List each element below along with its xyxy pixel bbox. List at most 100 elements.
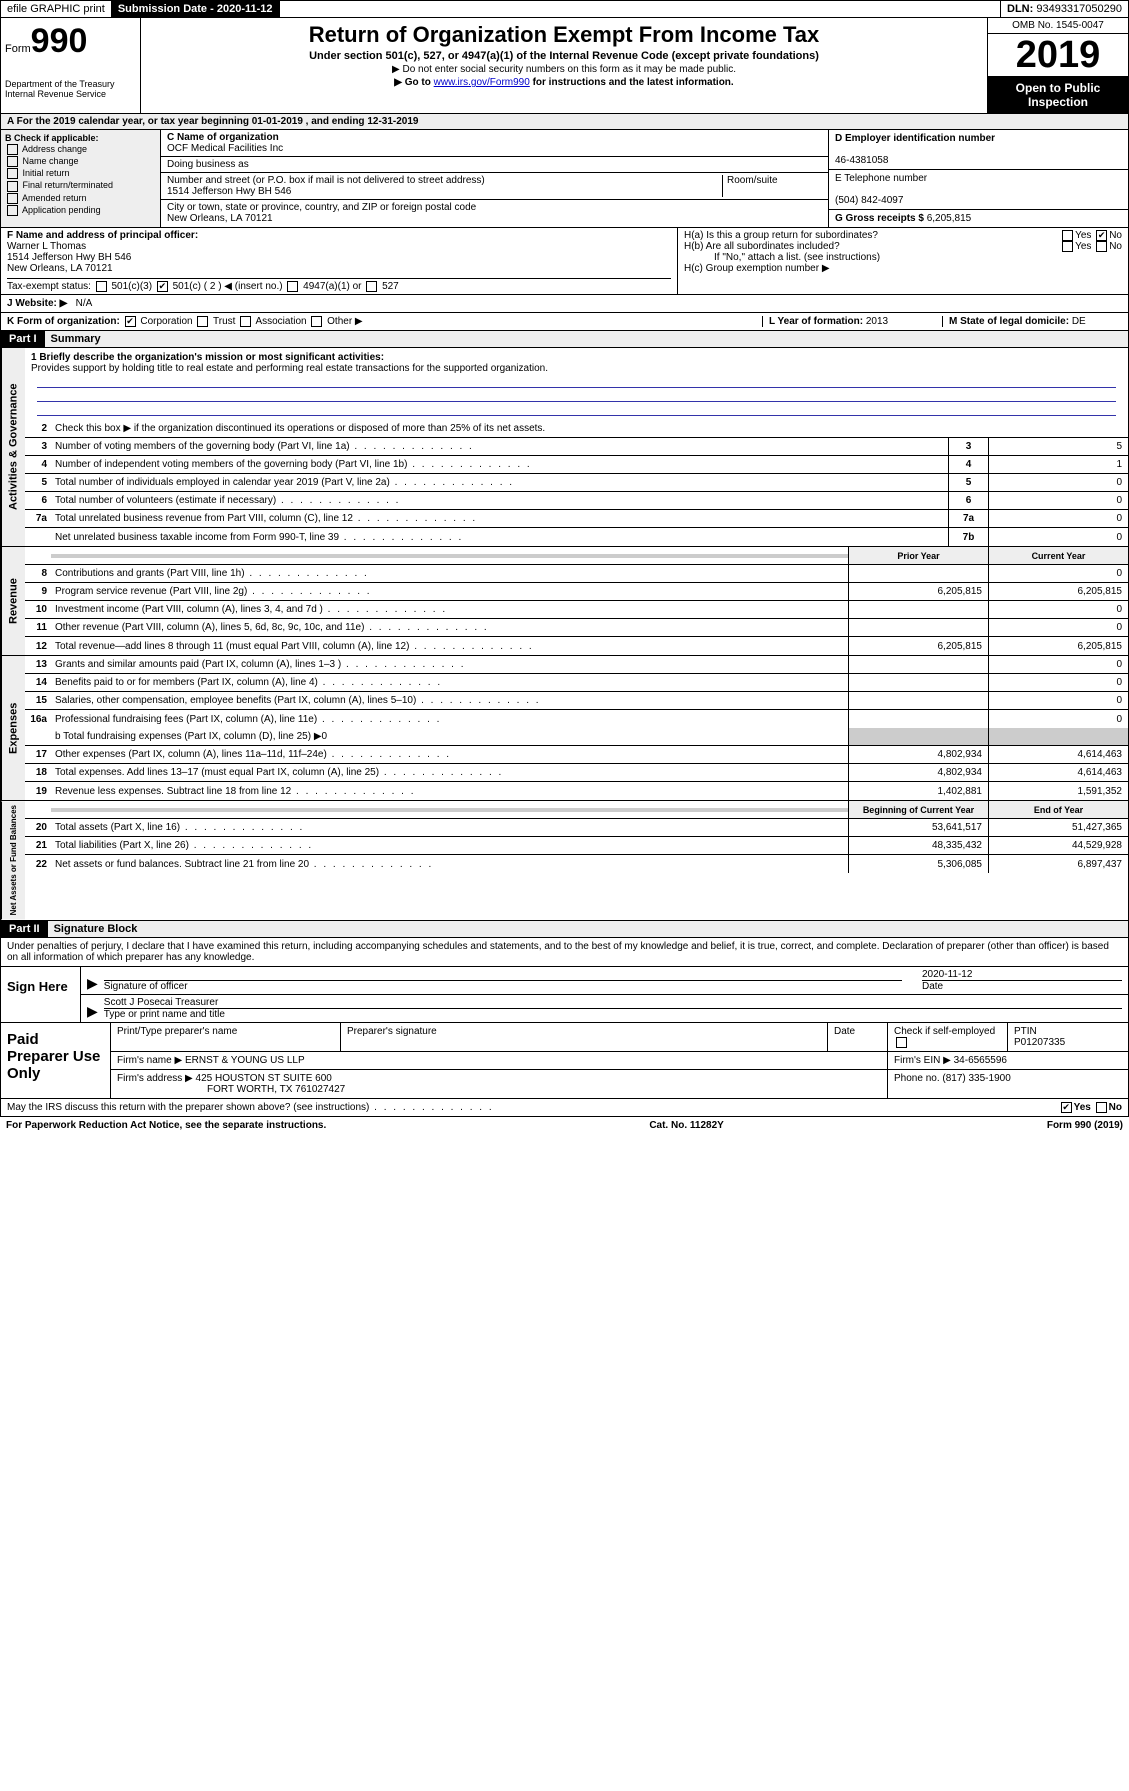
table-row: 6Total number of volunteers (estimate if… <box>25 492 1128 510</box>
table-row: 20Total assets (Part X, line 16)53,641,5… <box>25 819 1128 837</box>
chk-discuss-no[interactable] <box>1096 1102 1107 1113</box>
line-16b: b Total fundraising expenses (Part IX, c… <box>25 728 1128 746</box>
form-note-2: ▶ Go to www.irs.gov/Form990 for instruct… <box>149 77 979 88</box>
table-row: 15Salaries, other compensation, employee… <box>25 692 1128 710</box>
form-subtitle: Under section 501(c), 527, or 4947(a)(1)… <box>149 50 979 62</box>
prep-row-2: Firm's name ▶ ERNST & YOUNG US LLP Firm'… <box>111 1052 1128 1070</box>
efile-label: efile GRAPHIC print <box>1 1 112 17</box>
sig-officer-row: ▶ Signature of officer 2020-11-12 Date <box>81 967 1128 995</box>
vlabel-revenue: Revenue <box>1 547 25 655</box>
box-h: H(a) Is this a group return for subordin… <box>678 228 1128 294</box>
chk-trust[interactable] <box>197 316 208 327</box>
box-e: E Telephone number (504) 842-4097 <box>829 170 1128 210</box>
hb-note: If "No," attach a list. (see instruction… <box>684 252 1122 263</box>
submission-date-button[interactable]: Submission Date - 2020-11-12 <box>112 1 280 17</box>
row-a-tax-year: A For the 2019 calendar year, or tax yea… <box>0 114 1129 130</box>
box-b: B Check if applicable: Address change Na… <box>1 130 161 227</box>
row-klm: K Form of organization: ✔ Corporation Tr… <box>0 313 1129 331</box>
revenue-block: Revenue Prior Year Current Year 8Contrib… <box>0 547 1129 656</box>
table-row: 8Contributions and grants (Part VIII, li… <box>25 565 1128 583</box>
form-number-cell: Form990 Department of the Treasury Inter… <box>1 18 141 113</box>
chk-ha-no[interactable]: ✔ <box>1096 230 1107 241</box>
activities-block: Activities & Governance 1 Briefly descri… <box>0 348 1129 547</box>
chk-hb-yes[interactable] <box>1062 241 1073 252</box>
table-row: 21Total liabilities (Part X, line 26)48,… <box>25 837 1128 855</box>
form-title: Return of Organization Exempt From Incom… <box>149 22 979 48</box>
rev-header: Prior Year Current Year <box>25 547 1128 565</box>
table-row: 11Other revenue (Part VIII, column (A), … <box>25 619 1128 637</box>
chk-ha-yes[interactable] <box>1062 230 1073 241</box>
arrow-icon: ▶ <box>87 1003 98 1020</box>
box-g: G Gross receipts $ 6,205,815 <box>829 210 1128 227</box>
table-row: 22Net assets or fund balances. Subtract … <box>25 855 1128 873</box>
chk-4947[interactable] <box>287 281 298 292</box>
city-row: City or town, state or province, country… <box>161 200 828 226</box>
vlabel-netassets: Net Assets or Fund Balances <box>1 801 25 919</box>
vlabel-activities: Activities & Governance <box>1 348 25 546</box>
part-i-header: Part I Summary <box>0 331 1129 348</box>
chk-527[interactable] <box>366 281 377 292</box>
chk-initial-return[interactable]: Initial return <box>5 168 156 179</box>
header-right: OMB No. 1545-0047 2019 Open to Public In… <box>988 18 1128 113</box>
chk-hb-no[interactable] <box>1096 241 1107 252</box>
na-header: Beginning of Current Year End of Year <box>25 801 1128 819</box>
chk-final-return[interactable]: Final return/terminated <box>5 180 156 191</box>
chk-corp[interactable]: ✔ <box>125 316 136 327</box>
box-f: F Name and address of principal officer:… <box>1 228 678 294</box>
table-row: 4Number of independent voting members of… <box>25 456 1128 474</box>
omb-number: OMB No. 1545-0047 <box>988 18 1128 34</box>
irs-link[interactable]: www.irs.gov/Form990 <box>434 77 530 88</box>
row-k: K Form of organization: ✔ Corporation Tr… <box>7 316 762 327</box>
chk-assoc[interactable] <box>240 316 251 327</box>
chk-501c3[interactable] <box>96 281 107 292</box>
row-l: L Year of formation: 2013 <box>762 316 942 327</box>
open-public-badge: Open to Public Inspection <box>988 77 1128 113</box>
table-row: 19Revenue less expenses. Subtract line 1… <box>25 782 1128 800</box>
section-fh: F Name and address of principal officer:… <box>0 227 1129 295</box>
row-j: J Website: ▶ N/A <box>0 295 1129 313</box>
table-row: 16aProfessional fundraising fees (Part I… <box>25 710 1128 728</box>
box-d: D Employer identification number 46-4381… <box>829 130 1128 170</box>
table-row: 14Benefits paid to or for members (Part … <box>25 674 1128 692</box>
section-bcdeg: B Check if applicable: Address change Na… <box>0 130 1129 227</box>
box-c: C Name of organization OCF Medical Facil… <box>161 130 828 227</box>
tax-year: 2019 <box>988 34 1128 77</box>
table-row: 5Total number of individuals employed in… <box>25 474 1128 492</box>
form-header: Form990 Department of the Treasury Inter… <box>0 18 1129 114</box>
prep-row-3: Firm's address ▶ 425 HOUSTON ST SUITE 60… <box>111 1070 1128 1098</box>
table-row: 7aTotal unrelated business revenue from … <box>25 510 1128 528</box>
dba-row: Doing business as <box>161 157 828 173</box>
line-2: 2 Check this box ▶ if the organization d… <box>25 420 1128 438</box>
chk-501c[interactable]: ✔ <box>157 281 168 292</box>
header-center: Return of Organization Exempt From Incom… <box>141 18 988 113</box>
room-suite: Room/suite <box>722 175 822 197</box>
table-row: 13Grants and similar amounts paid (Part … <box>25 656 1128 674</box>
table-row: 17Other expenses (Part IX, column (A), l… <box>25 746 1128 764</box>
chk-other[interactable] <box>311 316 322 327</box>
table-row: 12Total revenue—add lines 8 through 11 (… <box>25 637 1128 655</box>
chk-address-change[interactable]: Address change <box>5 144 156 155</box>
chk-self-employed[interactable] <box>896 1037 907 1048</box>
col-deg: D Employer identification number 46-4381… <box>828 130 1128 227</box>
arrow-icon: ▶ <box>87 975 98 992</box>
netassets-block: Net Assets or Fund Balances Beginning of… <box>0 801 1129 920</box>
chk-app-pending[interactable]: Application pending <box>5 205 156 216</box>
chk-amended[interactable]: Amended return <box>5 193 156 204</box>
top-bar: efile GRAPHIC print Submission Date - 20… <box>0 0 1129 18</box>
dept-label: Department of the Treasury Internal Reve… <box>5 79 136 99</box>
org-name-row: C Name of organization OCF Medical Facil… <box>161 130 828 157</box>
sig-name-row: ▶ Scott J Posecai Treasurer Type or prin… <box>81 995 1128 1022</box>
prep-row-1: Print/Type preparer's name Preparer's si… <box>111 1023 1128 1052</box>
line-1: 1 Briefly describe the organization's mi… <box>25 348 1128 420</box>
sign-here-label: Sign Here <box>1 967 81 1022</box>
chk-discuss-yes[interactable]: ✔ <box>1061 1102 1072 1113</box>
form-990-number: 990 <box>31 22 88 60</box>
addr-row: Number and street (or P.O. box if mail i… <box>161 173 828 200</box>
table-row: 3Number of voting members of the governi… <box>25 438 1128 456</box>
discuss-row: May the IRS discuss this return with the… <box>0 1099 1129 1117</box>
sign-here-block: Sign Here ▶ Signature of officer 2020-11… <box>0 967 1129 1023</box>
expenses-block: Expenses 13Grants and similar amounts pa… <box>0 656 1129 801</box>
hc-row: H(c) Group exemption number ▶ <box>684 263 1122 274</box>
chk-name-change[interactable]: Name change <box>5 156 156 167</box>
vlabel-expenses: Expenses <box>1 656 25 800</box>
